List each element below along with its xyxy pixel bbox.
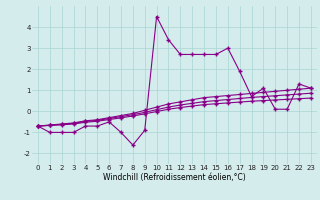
X-axis label: Windchill (Refroidissement éolien,°C): Windchill (Refroidissement éolien,°C): [103, 173, 246, 182]
